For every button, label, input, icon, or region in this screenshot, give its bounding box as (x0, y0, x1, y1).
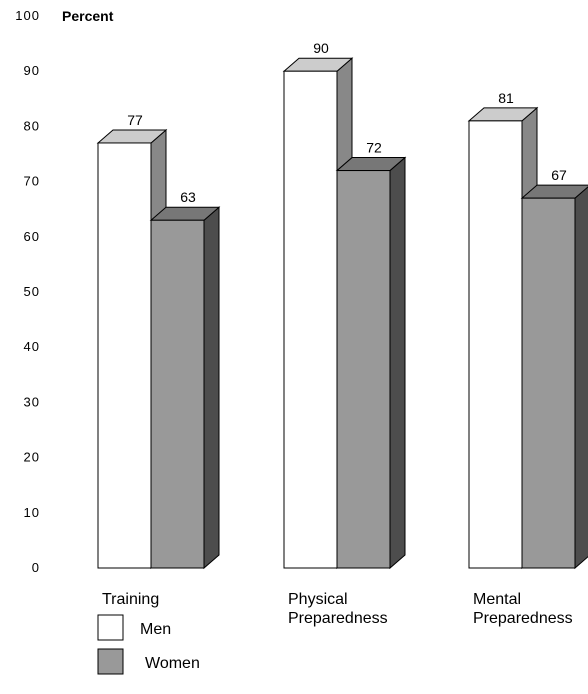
data-label-women-3: 67 (551, 167, 567, 183)
category-label-2: Physical Preparedness (288, 591, 388, 627)
bar-women-1 (149, 206, 221, 570)
y-tick-label-20: 20 (24, 450, 40, 465)
y-tick-label-90: 90 (24, 63, 40, 78)
y-tick-label-10: 10 (24, 505, 40, 520)
y-tick-label-80: 80 (24, 118, 40, 133)
data-label-men-1: 77 (127, 112, 143, 128)
y-tick-label-30: 30 (24, 394, 40, 409)
bar-front (97, 142, 152, 569)
data-label-women-1: 63 (180, 189, 196, 205)
category-label-3: Mental Preparedness (473, 591, 573, 627)
bar-side (203, 206, 220, 570)
legend-label-men: Men (140, 621, 171, 638)
legend-swatch-women (97, 648, 124, 675)
data-label-men-3: 81 (498, 90, 514, 106)
bar-front (468, 120, 523, 569)
bar-front (150, 219, 205, 569)
legend-swatch-men (97, 614, 124, 641)
bar-women-3 (520, 184, 588, 570)
bar-front (521, 197, 576, 569)
y-tick-label-100: 100 (15, 8, 40, 23)
y-tick-label-70: 70 (24, 174, 40, 189)
bar-front (283, 70, 338, 569)
bars: 77 63 90 72 81 67 (96, 40, 588, 570)
legend: Men Women (97, 614, 200, 675)
y-axis-label: Percent (62, 8, 114, 24)
y-tick-label-50: 50 (24, 284, 40, 299)
y-tick-label-60: 60 (24, 229, 40, 244)
bar-side (389, 156, 406, 570)
category-labels: Training Physical Preparedness Mental Prepar… (102, 591, 573, 627)
bar-side (574, 186, 588, 570)
data-label-women-2: 72 (366, 140, 382, 156)
y-axis-ticks: 0 10 20 30 40 50 60 70 80 90 100 (15, 8, 40, 575)
legend-label-women: Women (145, 655, 200, 672)
y-tick-label-40: 40 (24, 339, 40, 354)
category-label-1: Training (102, 591, 159, 608)
bar-front (336, 170, 391, 569)
bar-women-2 (335, 156, 407, 570)
y-tick-label-0: 0 (32, 560, 40, 575)
data-label-men-2: 90 (313, 40, 329, 56)
